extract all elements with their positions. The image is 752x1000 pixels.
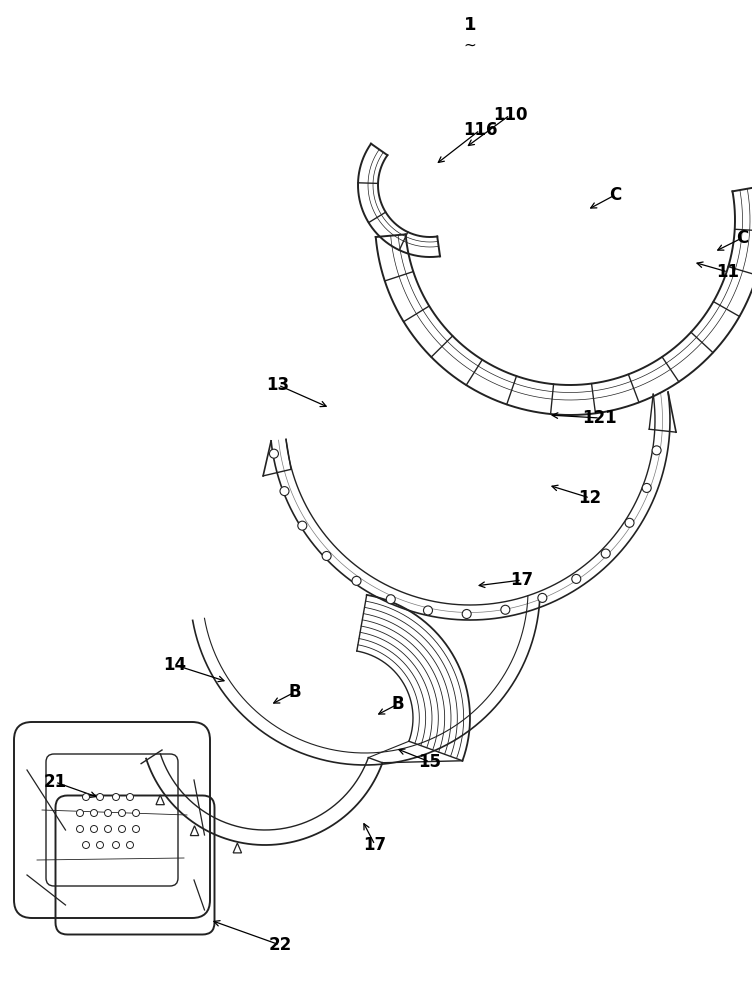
Text: 110: 110 bbox=[493, 106, 527, 124]
Circle shape bbox=[113, 842, 120, 848]
Text: 116: 116 bbox=[462, 121, 497, 139]
Text: 15: 15 bbox=[419, 753, 441, 771]
Text: ~: ~ bbox=[464, 37, 476, 52]
Text: 1: 1 bbox=[464, 16, 476, 34]
Text: 11: 11 bbox=[717, 263, 739, 281]
Circle shape bbox=[642, 483, 651, 492]
Circle shape bbox=[126, 794, 134, 800]
Text: 21: 21 bbox=[44, 773, 67, 791]
Circle shape bbox=[132, 810, 140, 816]
Circle shape bbox=[601, 549, 610, 558]
Circle shape bbox=[119, 810, 126, 816]
Text: B: B bbox=[289, 683, 302, 701]
Text: 13: 13 bbox=[266, 376, 290, 394]
Text: 22: 22 bbox=[268, 936, 292, 954]
Circle shape bbox=[462, 609, 472, 618]
Circle shape bbox=[96, 842, 104, 848]
Circle shape bbox=[105, 826, 111, 832]
Circle shape bbox=[96, 794, 104, 800]
Text: C: C bbox=[736, 229, 748, 247]
Circle shape bbox=[387, 595, 396, 604]
Text: 121: 121 bbox=[583, 409, 617, 427]
Circle shape bbox=[126, 842, 134, 848]
Circle shape bbox=[90, 810, 98, 816]
Circle shape bbox=[77, 810, 83, 816]
Circle shape bbox=[83, 842, 89, 848]
Circle shape bbox=[652, 446, 661, 455]
Circle shape bbox=[625, 518, 634, 527]
Text: C: C bbox=[609, 186, 621, 204]
Text: 17: 17 bbox=[363, 836, 387, 854]
Circle shape bbox=[423, 606, 432, 615]
Circle shape bbox=[119, 826, 126, 832]
Circle shape bbox=[572, 574, 581, 583]
Circle shape bbox=[105, 810, 111, 816]
Text: 12: 12 bbox=[578, 489, 602, 507]
Circle shape bbox=[269, 449, 278, 458]
Circle shape bbox=[90, 826, 98, 832]
Circle shape bbox=[501, 605, 510, 614]
Circle shape bbox=[322, 551, 331, 560]
Text: B: B bbox=[392, 695, 405, 713]
Circle shape bbox=[132, 826, 140, 832]
Circle shape bbox=[113, 794, 120, 800]
Circle shape bbox=[538, 593, 547, 602]
Text: 14: 14 bbox=[163, 656, 186, 674]
Circle shape bbox=[352, 576, 361, 585]
Circle shape bbox=[280, 487, 289, 496]
Circle shape bbox=[298, 521, 307, 530]
Text: 17: 17 bbox=[511, 571, 534, 589]
Circle shape bbox=[83, 794, 89, 800]
Circle shape bbox=[77, 826, 83, 832]
